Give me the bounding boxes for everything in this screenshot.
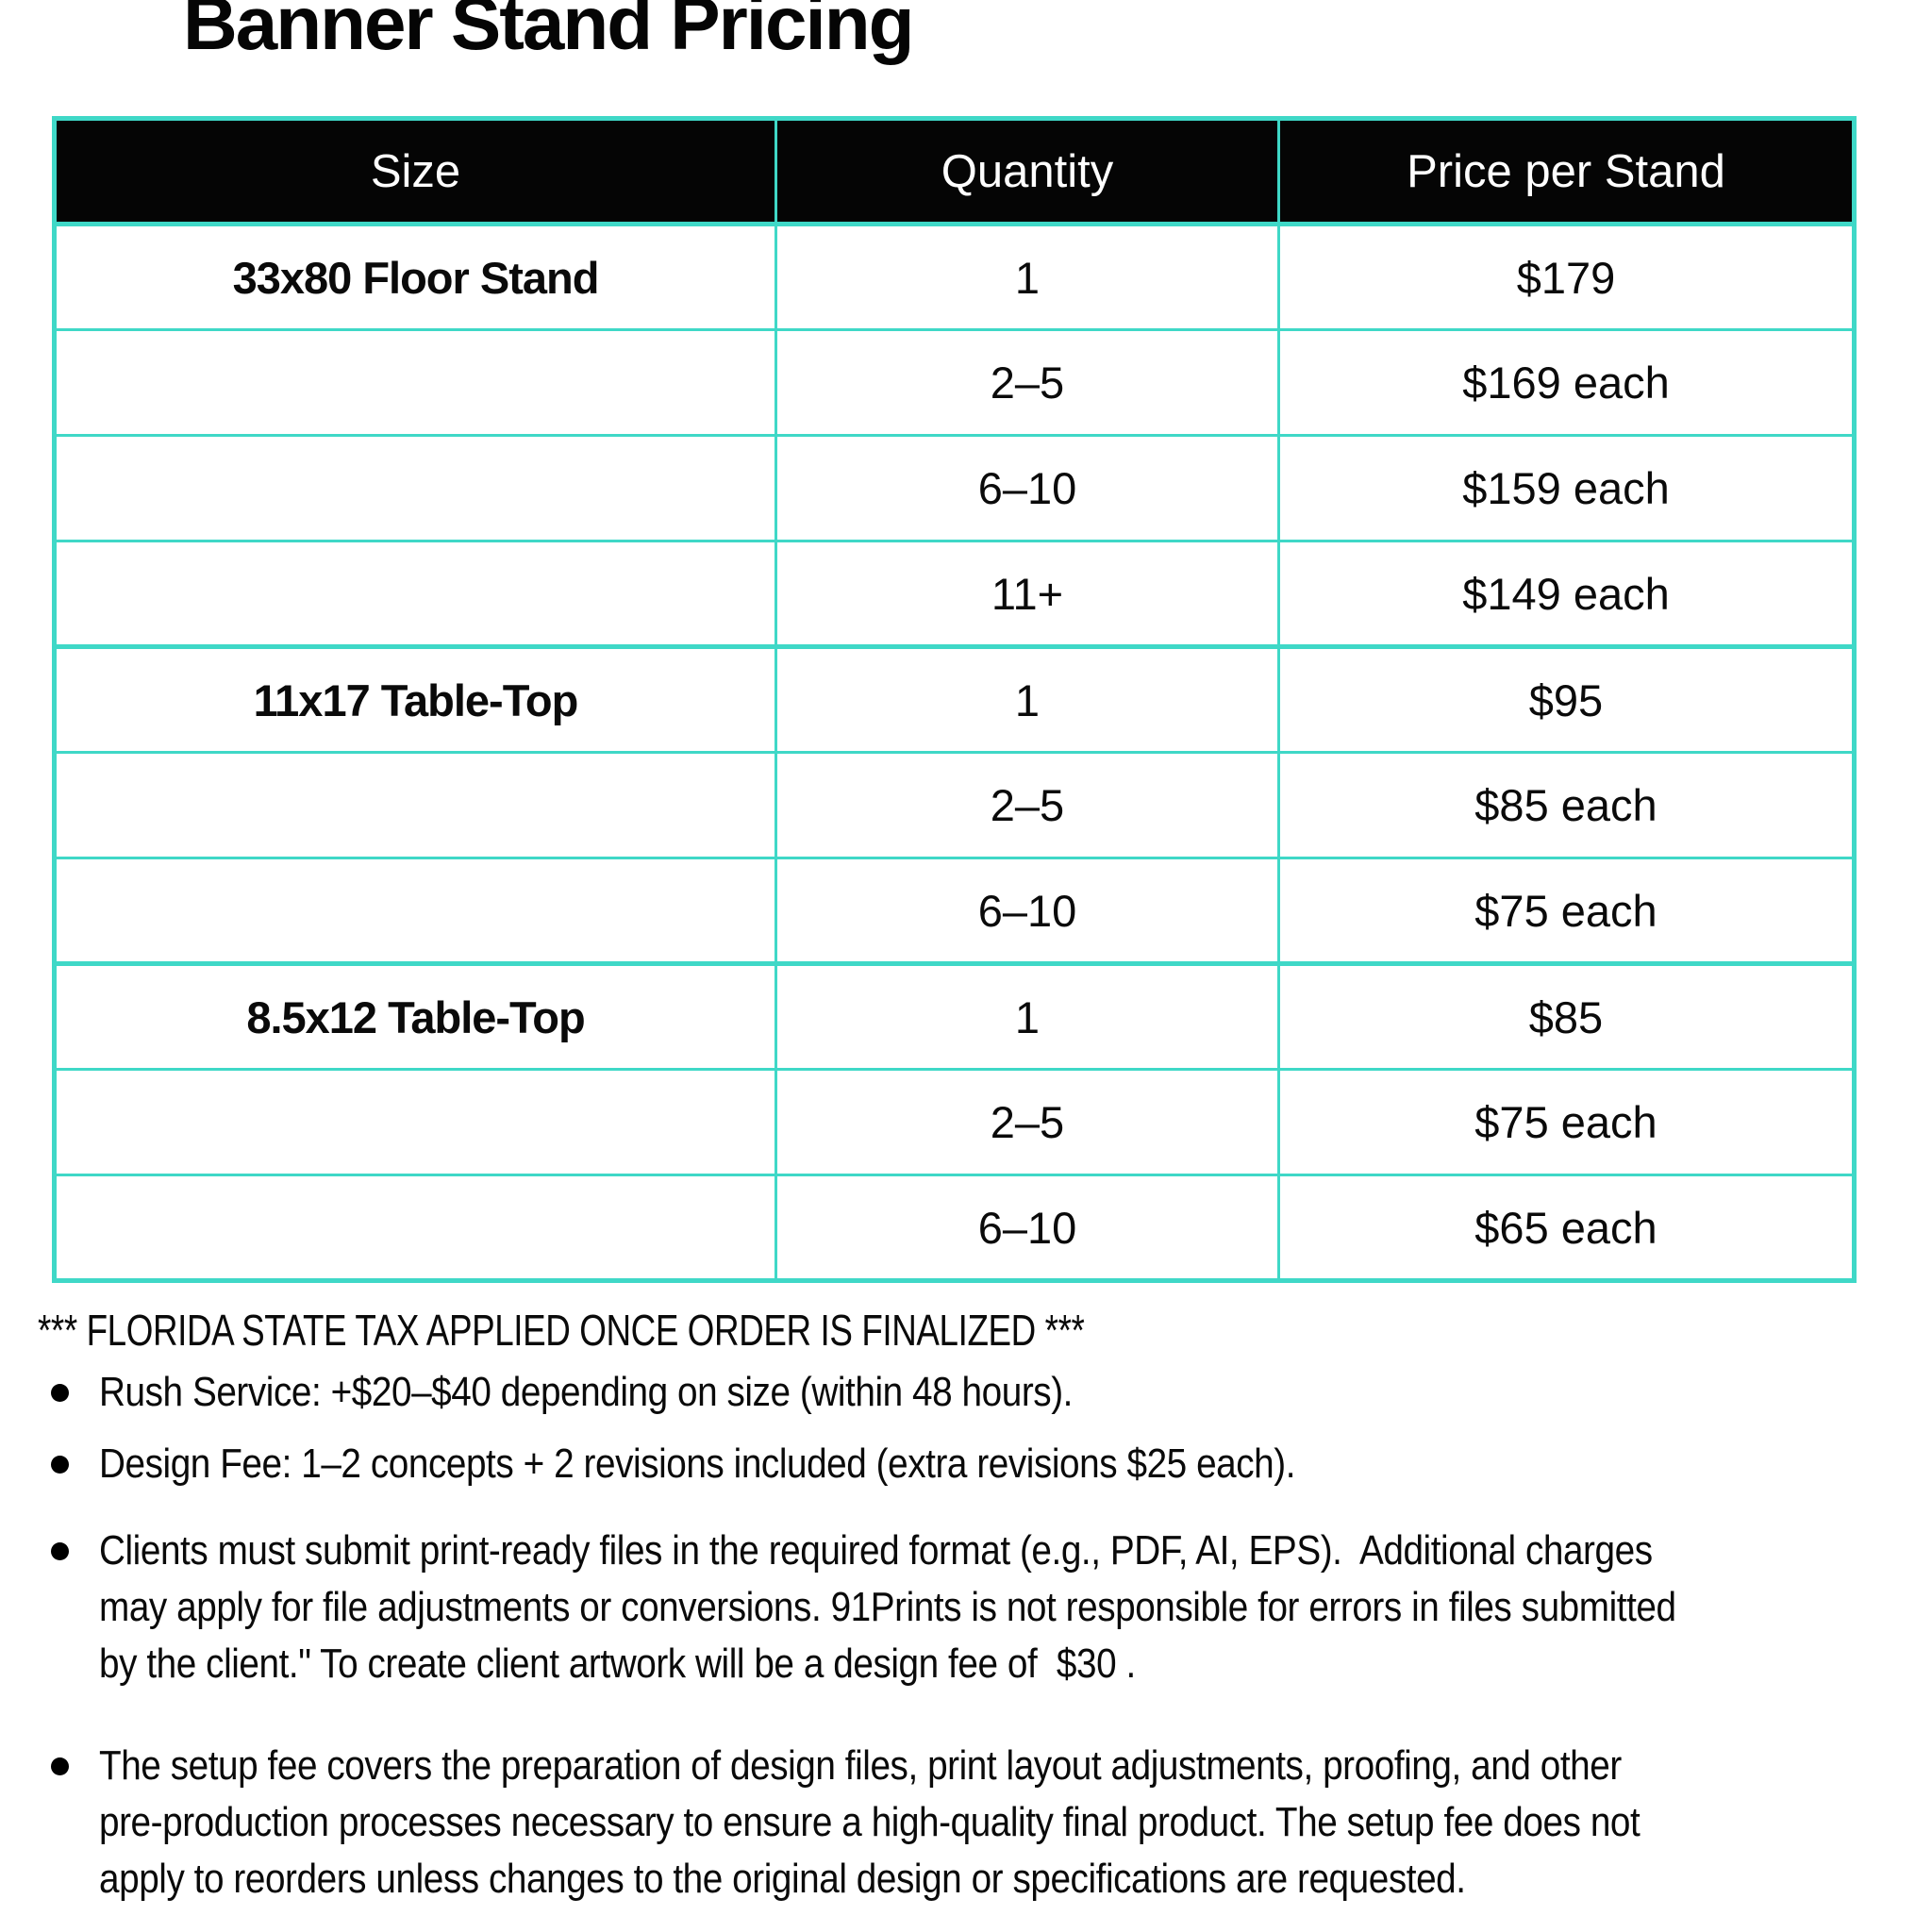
bullet-icon: [51, 1757, 69, 1775]
quantity-cell: 2–5: [774, 1068, 1280, 1176]
size-cell: 11x17 Table-Top: [53, 644, 777, 754]
size-cell: 8.5x12 Table-Top: [53, 961, 777, 1071]
list-item: Clients must submit print-ready files in…: [38, 1523, 1932, 1692]
quantity-cell: 6–10: [774, 1174, 1280, 1282]
table-row: 6–10 $159 each: [53, 434, 1856, 542]
header-quantity: Quantity: [774, 117, 1280, 226]
bullet-icon: [51, 1384, 69, 1402]
price-cell: $179: [1277, 223, 1856, 331]
size-cell: [53, 751, 777, 859]
quantity-cell: 11+: [774, 540, 1280, 648]
quantity-cell: 2–5: [774, 328, 1280, 437]
table-row: 2–5 $75 each: [53, 1068, 1856, 1176]
setup-fee-note: The setup fee covers the preparation of …: [99, 1742, 1641, 1902]
size-cell: [53, 434, 777, 542]
tax-note: *** FLORIDA STATE TAX APPLIED ONCE ORDER…: [38, 1306, 1085, 1355]
header-price-per-stand: Price per Stand: [1277, 117, 1856, 226]
table-row: 11x17 Table-Top 1 $95: [53, 644, 1856, 754]
price-cell: $159 each: [1277, 434, 1856, 542]
table-row: 8.5x12 Table-Top 1 $85: [53, 961, 1856, 1071]
list-item: The setup fee covers the preparation of …: [38, 1738, 1932, 1907]
pricing-table: Size Quantity Price per Stand 33x80 Floo…: [52, 116, 1857, 1283]
bullet-icon: [51, 1456, 69, 1474]
table-row: 6–10 $65 each: [53, 1174, 1856, 1282]
rush-service-note: Rush Service: +$20–$40 depending on size…: [99, 1369, 1073, 1415]
table-row: 11+ $149 each: [53, 540, 1856, 648]
table-row: 33x80 Floor Stand 1 $179: [53, 223, 1856, 331]
file-requirements-note: Clients must submit print-ready files in…: [99, 1527, 1676, 1687]
list-item: Design Fee: 1–2 concepts + 2 revisions i…: [38, 1436, 1932, 1492]
quantity-cell: 1: [774, 961, 1280, 1071]
price-cell: $65 each: [1277, 1174, 1856, 1282]
design-fee-note: Design Fee: 1–2 concepts + 2 revisions i…: [99, 1441, 1296, 1487]
table-row: 2–5 $169 each: [53, 328, 1856, 437]
price-cell: $169 each: [1277, 328, 1856, 437]
table-row: 6–10 $75 each: [53, 857, 1856, 965]
size-cell: [53, 1068, 777, 1176]
page-title: Banner Stand Pricing: [183, 0, 914, 65]
price-cell: $95: [1277, 644, 1856, 754]
price-cell: $75 each: [1277, 1068, 1856, 1176]
price-cell: $149 each: [1277, 540, 1856, 648]
price-cell: $85 each: [1277, 751, 1856, 859]
table-row: 2–5 $85 each: [53, 751, 1856, 859]
notes-section: *** FLORIDA STATE TAX APPLIED ONCE ORDER…: [38, 1302, 1932, 1907]
quantity-cell: 2–5: [774, 751, 1280, 859]
size-cell: [53, 857, 777, 965]
quantity-cell: 1: [774, 223, 1280, 331]
size-cell: 33x80 Floor Stand: [53, 223, 777, 331]
bullet-icon: [51, 1542, 69, 1560]
table-header-row: Size Quantity Price per Stand: [53, 117, 1856, 226]
size-cell: [53, 328, 777, 437]
price-cell: $75 each: [1277, 857, 1856, 965]
quantity-cell: 6–10: [774, 434, 1280, 542]
quantity-cell: 1: [774, 644, 1280, 754]
size-cell: [53, 540, 777, 648]
size-cell: [53, 1174, 777, 1282]
list-item: Rush Service: +$20–$40 depending on size…: [38, 1364, 1932, 1421]
quantity-cell: 6–10: [774, 857, 1280, 965]
price-cell: $85: [1277, 961, 1856, 1071]
header-size: Size: [53, 117, 777, 226]
